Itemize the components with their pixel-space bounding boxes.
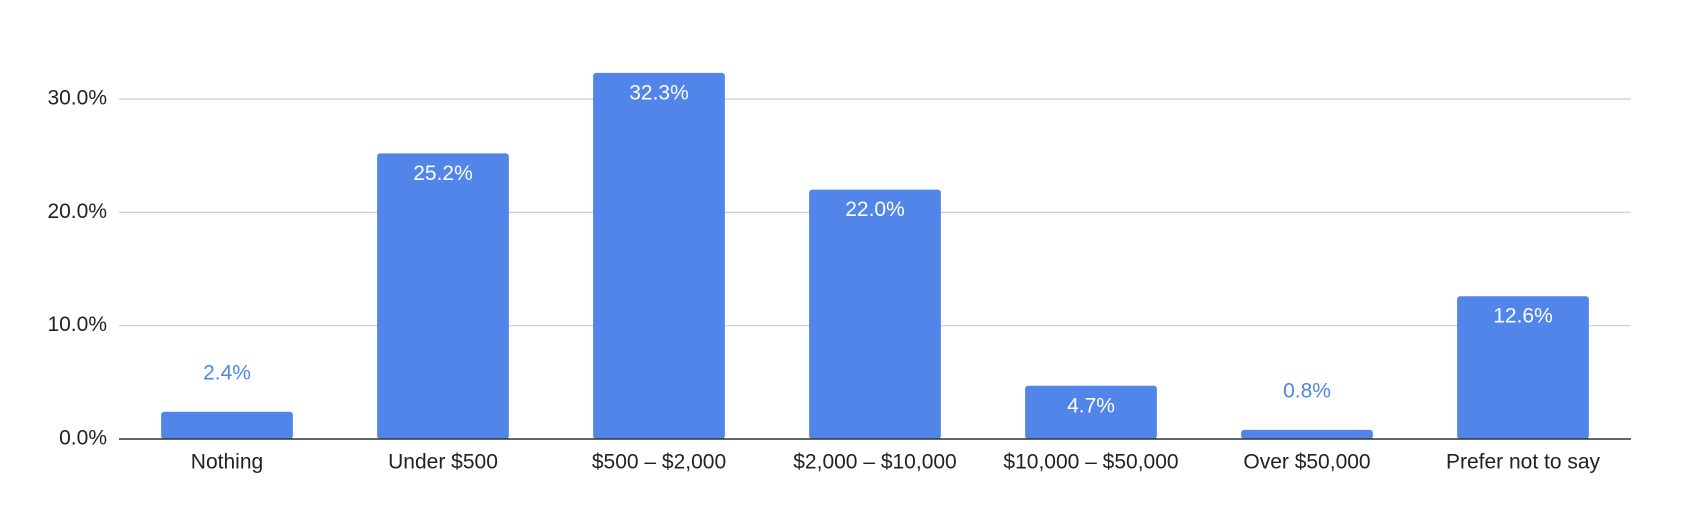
value-label: 0.8% <box>1283 379 1331 402</box>
x-tick-label: Over $50,000 <box>1243 451 1370 474</box>
x-tick-label: $10,000 – $50,000 <box>1003 451 1178 474</box>
value-label: 12.6% <box>1493 305 1553 328</box>
value-label: 2.4% <box>203 361 251 384</box>
x-tick-label: $2,000 – $10,000 <box>793 451 957 474</box>
bar <box>377 153 509 439</box>
y-tick-label: 20.0% <box>47 200 107 223</box>
value-label: 22.0% <box>845 198 905 221</box>
bar <box>1025 385 1157 439</box>
x-tick-label: Nothing <box>191 451 263 474</box>
bar <box>593 72 725 439</box>
value-label: 25.2% <box>413 162 473 185</box>
bar <box>1457 296 1589 439</box>
y-tick-label: 0.0% <box>59 427 107 450</box>
y-tick-label: 30.0% <box>47 87 107 110</box>
value-label: 4.7% <box>1067 394 1115 417</box>
x-tick-label: Under $500 <box>388 451 498 474</box>
y-tick-label: 10.0% <box>47 313 107 336</box>
bar <box>161 411 293 439</box>
x-tick-label: Prefer not to say <box>1446 451 1601 474</box>
bar <box>1241 429 1373 439</box>
bar <box>809 189 941 439</box>
x-tick-label: $500 – $2,000 <box>592 451 726 474</box>
value-label: 32.3% <box>629 81 689 104</box>
